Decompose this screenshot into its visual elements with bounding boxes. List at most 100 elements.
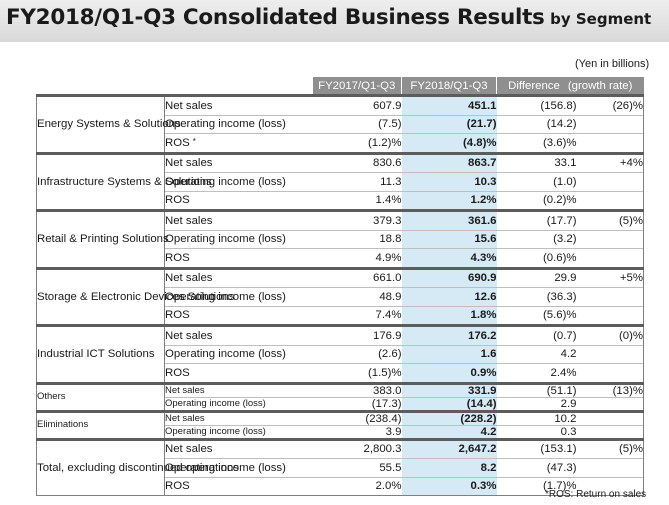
metric-label: Net sales [164,94,313,115]
prev-value: 48.9 [312,287,402,306]
header-blank [36,77,313,96]
growth-rate: (5)% [576,437,645,459]
prev-value: 7.4% [312,305,402,326]
current-value: 361.6 [401,209,497,230]
table-row: Energy Systems & Solutions Net sales 607.9… [36,94,645,154]
growth-rate [576,424,645,440]
table-row: Operating income (loss) 11.3 10.3 (1.0) [37,172,645,191]
current-value: 1.2% [401,190,497,211]
header-difference: Difference (growth rate) [496,77,644,96]
table-header-row: FY2017/Q1-Q3 FY2018/Q1-Q3 Difference (gro… [36,77,644,96]
difference-value: (0.6)% [496,248,577,269]
difference-value: 4.2 [496,344,577,364]
table-row: ROS (1.5)% 0.9% 2.4% [37,363,645,384]
table-row: Others Net sales 383.0 331.9 (51.1) (13)% [36,381,645,412]
metric-label-text: Net sales [165,99,213,112]
prev-value: 176.9 [312,324,402,345]
header-current-period: FY2018/Q1-Q3 [401,77,497,96]
current-value: 0.3% [401,476,497,496]
table-row: ROS 2.0% 0.3% (1.7)% [37,476,645,496]
current-value: 10.3 [401,172,497,191]
difference-value: 33.1 [496,151,577,173]
segment-name: Total, excluding discontinued operations [36,437,239,496]
metric-label-text: Operating income (loss) [165,175,286,188]
table-row: ROS 7.4% 1.8% (5.6)% [37,305,645,326]
prev-value: 3.9 [312,424,402,440]
current-value: 1.6 [401,344,497,364]
metric-label: Net sales [164,151,313,173]
prev-value: 1.4% [312,190,402,211]
metric-label: Net sales [164,409,313,425]
growth-rate [576,396,645,412]
current-value: 451.1 [401,94,497,115]
metric-label-text: Operating income (loss) [165,290,286,303]
footnote-marker: * [192,136,196,146]
prev-value: (238.4) [312,409,402,425]
current-value: 2,647.2 [401,437,497,459]
table-row: ROS * (1.2)% (4.8)% (3.6)% [37,133,645,154]
current-value: 863.7 [401,151,497,173]
metric-label: ROS [164,305,313,326]
difference-value: (17.7) [496,209,577,230]
metric-label-text: Operating income (loss) [165,398,266,409]
prev-value: 2,800.3 [312,437,402,459]
growth-rate: (5)% [576,209,645,230]
metric-label-text: Operating income (loss) [165,461,286,474]
metric-label: Net sales [164,266,313,288]
growth-rate: (26)% [576,94,645,115]
growth-rate [576,114,645,134]
metric-label-text: Net sales [165,385,205,396]
table-row: Operating income (loss) (7.5) (21.7) (14.2) [37,114,645,134]
metric-label: ROS [164,248,313,269]
metric-label-text: ROS [165,251,190,264]
difference-value: 0.3 [496,424,577,440]
metric-label-text: Net sales [165,413,205,424]
difference-value: (47.3) [496,458,577,477]
table-row: Retail & Printing Solutions Net sales 379.… [36,209,645,269]
header-difference-label: Difference [508,79,560,92]
page-title: FY2018/Q1-Q3 Consolidated Business Resul… [6,5,651,30]
current-value: 4.3% [401,248,497,269]
prev-value: (1.2)% [312,133,402,154]
metric-label-text: ROS [165,309,190,322]
current-value: 1.8% [401,305,497,326]
metric-label: Net sales [164,437,313,459]
metric-label: Operating income (loss) [164,344,313,364]
difference-value: (1.0) [496,172,577,191]
current-value: 15.6 [401,229,497,249]
difference-value: (3.6)% [496,133,577,154]
difference-value: 10.2 [496,409,577,425]
results-table: FY2017/Q1-Q3 FY2018/Q1-Q3 Difference (gro… [36,77,645,496]
header-growth-label: (growth rate) [567,79,633,92]
growth-rate: +5% [576,266,645,288]
metric-label-text: Net sales [165,157,213,170]
page-title-main: FY2018/Q1-Q3 Consolidated Business Resul… [6,5,545,30]
difference-value: (5.6)% [496,305,577,326]
growth-rate [576,476,645,496]
metric-label-text: ROS [165,480,190,493]
metric-label: Operating income (loss) [164,229,313,249]
difference-value: 2.9 [496,396,577,412]
table-row: Eliminations Net sales (238.4) (228.2) 10.2 [36,409,645,440]
segment-name: Eliminations [36,409,165,440]
metric-label: ROS [164,476,313,496]
growth-rate: (0)% [576,324,645,345]
segment-name: Others [36,381,165,412]
current-value: 8.2 [401,458,497,477]
current-value: (228.2) [401,409,497,425]
prev-value: (17.3) [312,396,402,412]
table-row: Total, excluding discontinued operations… [36,437,645,496]
prev-value: 4.9% [312,248,402,269]
growth-rate [576,458,645,477]
table-row: Operating income (loss) (2.6) 1.6 4.2 [37,344,645,364]
metric-label: Net sales [164,324,313,345]
table-row: Operating income (loss) 18.8 15.6 (3.2) [37,229,645,249]
difference-value: (0.2)% [496,190,577,211]
growth-rate [576,248,645,269]
metric-label-text: Operating income (loss) [165,118,286,131]
segment-name: Energy Systems & Solutions [36,94,181,154]
difference-value: (156.8) [496,94,577,115]
growth-rate [576,305,645,326]
prev-value: 830.6 [312,151,402,173]
metric-label-text: ROS [165,136,190,149]
